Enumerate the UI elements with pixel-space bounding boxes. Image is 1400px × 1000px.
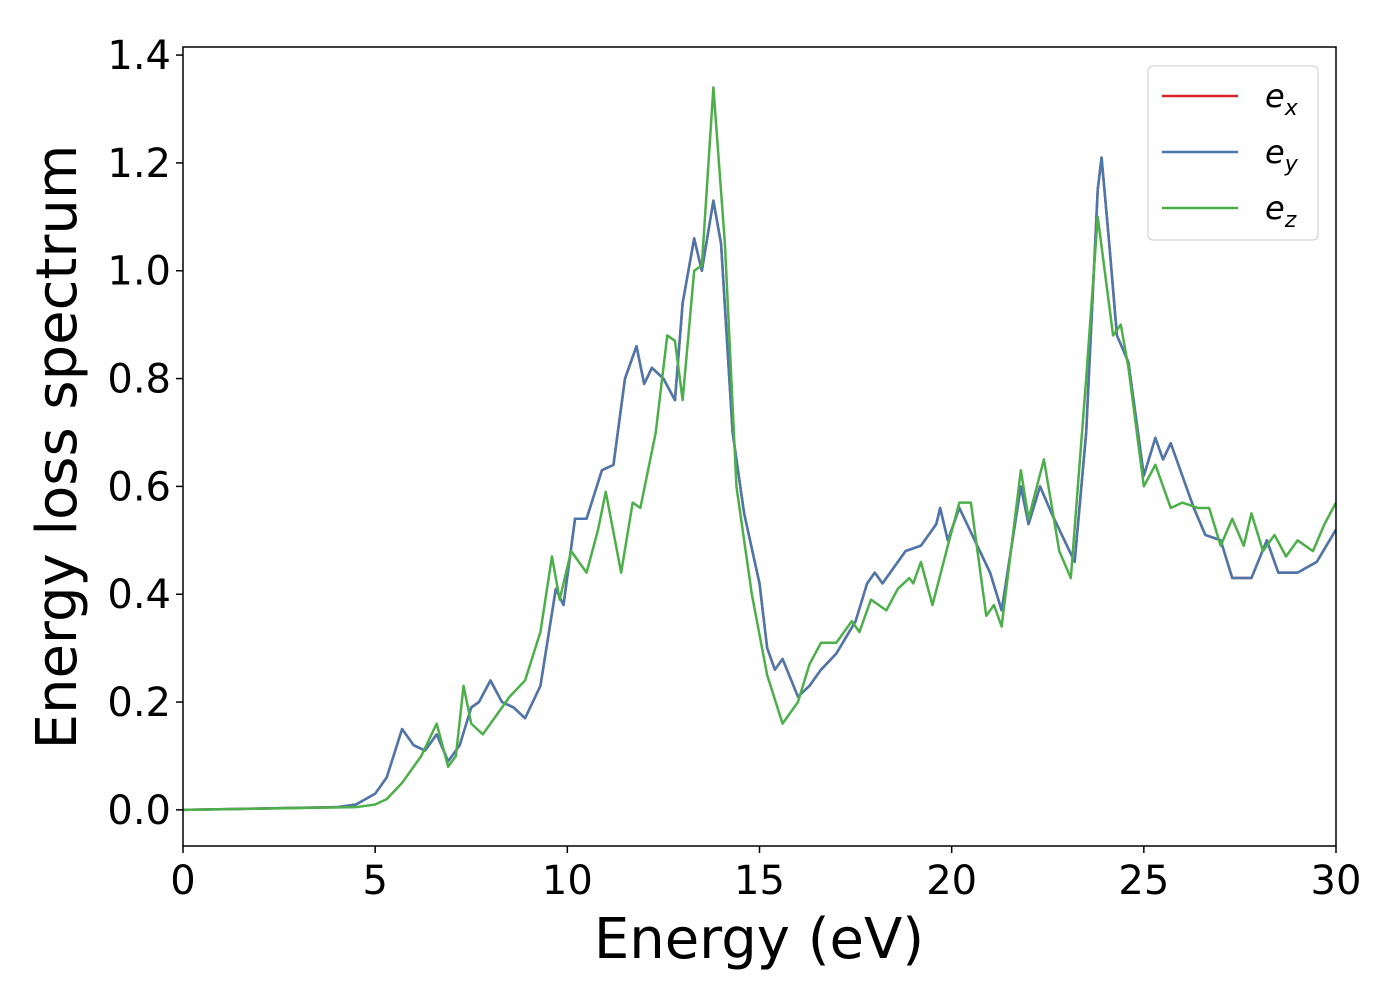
y-tick-label: 0.2 — [107, 680, 171, 726]
y-tick-label: 1.4 — [107, 33, 171, 79]
y-tick-label: 0.8 — [107, 357, 171, 403]
legend-label: ex — [1265, 77, 1299, 121]
y-tick-label: 0.6 — [107, 464, 171, 510]
legend-label: ez — [1265, 189, 1297, 233]
plot-frame — [182, 46, 1337, 847]
x-tick-label: 5 — [362, 858, 387, 904]
x-tick-label: 0 — [170, 858, 195, 904]
y-tick-label: 1.2 — [107, 141, 171, 187]
x-tick-label: 30 — [1311, 858, 1362, 904]
x-axis-label: Energy (eV) — [594, 907, 924, 972]
x-tick-label: 10 — [542, 858, 593, 904]
y-tick-label: 1.0 — [107, 249, 171, 295]
x-tick-label: 15 — [734, 858, 785, 904]
y-tick-label: 0.4 — [107, 572, 171, 618]
y-axis-label: Energy loss spectrum — [25, 145, 90, 750]
y-tick-label: 0.0 — [107, 788, 171, 834]
line-series — [183, 86, 1336, 812]
legend-label: ey — [1265, 133, 1299, 177]
x-tick-label: 20 — [926, 858, 977, 904]
x-tick-label: 25 — [1118, 858, 1169, 904]
